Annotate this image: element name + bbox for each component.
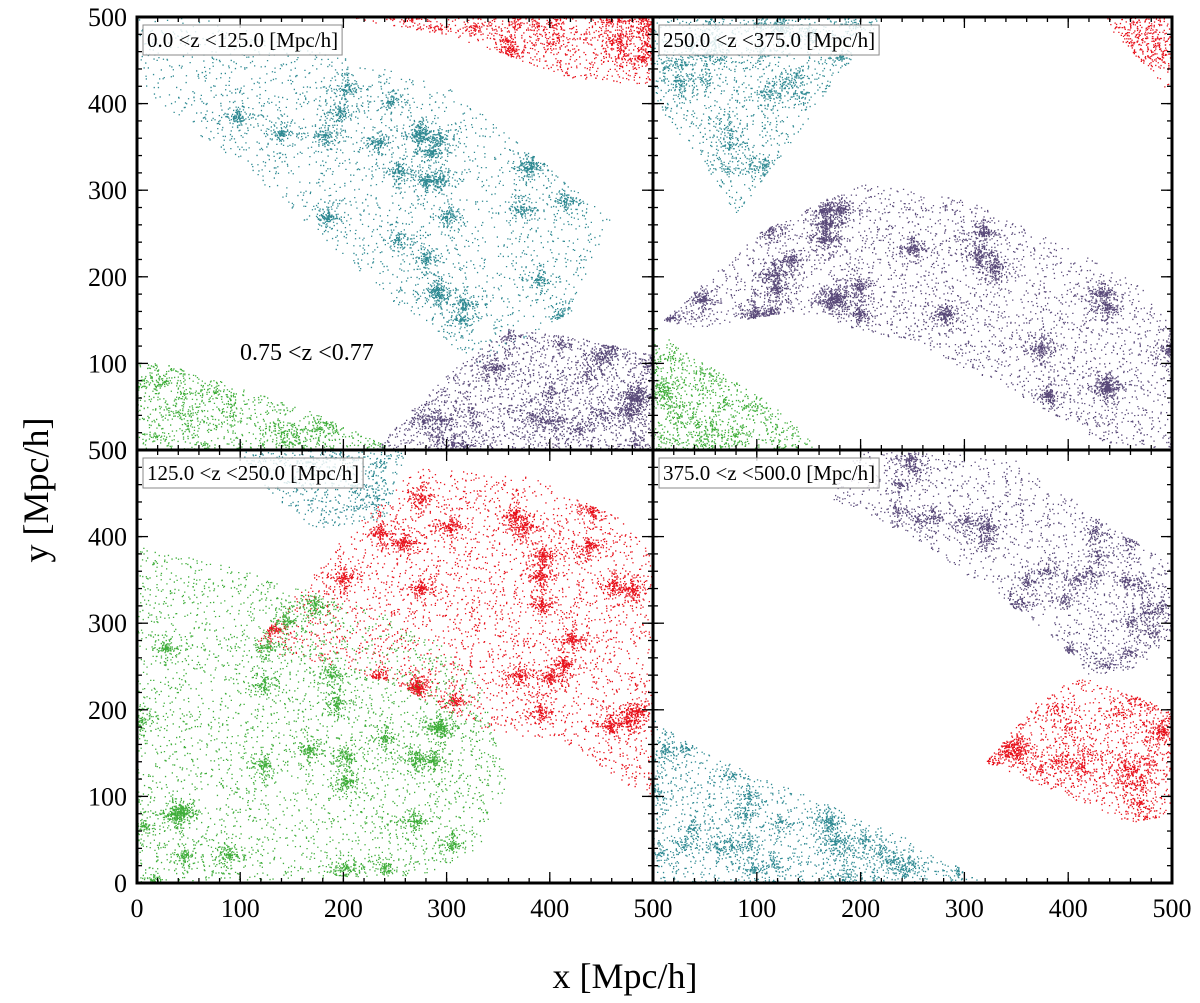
panel-label-box	[142, 24, 343, 56]
x-tick-label: 100	[737, 894, 776, 923]
panel-label: 375.0 <z <500.0 [Mpc/h]	[663, 461, 875, 485]
y-tick-label: 500	[88, 3, 127, 32]
panel-frame	[135, 448, 655, 885]
panel-ticks	[652, 16, 1173, 451]
particle-layer	[137, 17, 653, 450]
particles-teal	[138, 18, 611, 363]
panel-label-box	[658, 24, 880, 56]
panel-label-box	[142, 457, 364, 489]
panel-frame	[651, 448, 1174, 885]
x-tick-label: 400	[1049, 894, 1088, 923]
particles-red	[356, 17, 653, 85]
panel-frame	[651, 15, 1174, 452]
y-tick-label: 200	[88, 696, 127, 725]
particles-red	[1106, 17, 1172, 88]
particle-layer	[137, 450, 653, 883]
panel-label: 0.0 <z <125.0 [Mpc/h]	[147, 28, 338, 52]
particles-purple	[664, 184, 1172, 448]
panel-4: 375.0 <z <500.0 [Mpc/h]	[651, 448, 1174, 885]
particle-layer	[653, 17, 1172, 450]
particles-green	[137, 357, 386, 450]
x-tick-label: 200	[841, 894, 880, 923]
panel-ticks	[136, 449, 654, 884]
particle-layer	[653, 451, 1172, 883]
particles-red	[986, 679, 1172, 823]
y-tick-label: 300	[88, 176, 127, 205]
y-tick-label: 0	[114, 869, 127, 898]
particles-green	[137, 547, 506, 883]
y-tick-label: 0	[114, 436, 127, 465]
y-tick-label: 100	[88, 349, 127, 378]
panel-3: 125.0 <z <250.0 [Mpc/h]	[135, 448, 655, 885]
panel-frame	[135, 15, 655, 452]
y-tick-label: 400	[88, 523, 127, 552]
y-tick-label: 400	[88, 90, 127, 119]
panel-ticks	[136, 16, 654, 451]
x-tick-label: 100	[221, 894, 260, 923]
y-axis-title: y [Mpc/h]	[16, 418, 56, 563]
x-tick-label: 0	[131, 894, 144, 923]
x-tick-label: 200	[324, 894, 363, 923]
particles-teal	[653, 720, 978, 883]
particles-red	[258, 468, 653, 795]
redshift-annotation: 0.75 <z <0.77	[240, 340, 374, 366]
panels-layer: 0.0 <z <125.0 [Mpc/h] 250.0 <z <375.0 [Mp…	[135, 15, 1174, 885]
x-tick-label: 0	[647, 894, 660, 923]
x-tick-label: 300	[427, 894, 466, 923]
particles-purple	[833, 451, 1172, 675]
panel-label: 125.0 <z <250.0 [Mpc/h]	[147, 461, 359, 485]
panel-label-box	[658, 457, 880, 489]
particles-purple	[375, 328, 653, 450]
x-tick-label: 300	[945, 894, 984, 923]
panel-1: 0.0 <z <125.0 [Mpc/h]	[135, 15, 655, 452]
y-tick-label: 200	[88, 263, 127, 292]
particles-green	[653, 329, 820, 450]
particles-teal	[244, 450, 405, 528]
x-tick-label: 500	[634, 894, 673, 923]
panel-2: 250.0 <z <375.0 [Mpc/h]	[651, 15, 1174, 452]
y-tick-label: 300	[88, 609, 127, 638]
x-tick-label: 400	[530, 894, 569, 923]
panel-ticks	[652, 449, 1173, 884]
particles-teal	[653, 17, 878, 213]
y-tick-label: 500	[88, 436, 127, 465]
x-axis-title: x [Mpc/h]	[553, 956, 698, 996]
x-tick-label: 500	[1153, 894, 1192, 923]
panel-label: 250.0 <z <375.0 [Mpc/h]	[663, 28, 875, 52]
y-tick-label: 100	[88, 782, 127, 811]
